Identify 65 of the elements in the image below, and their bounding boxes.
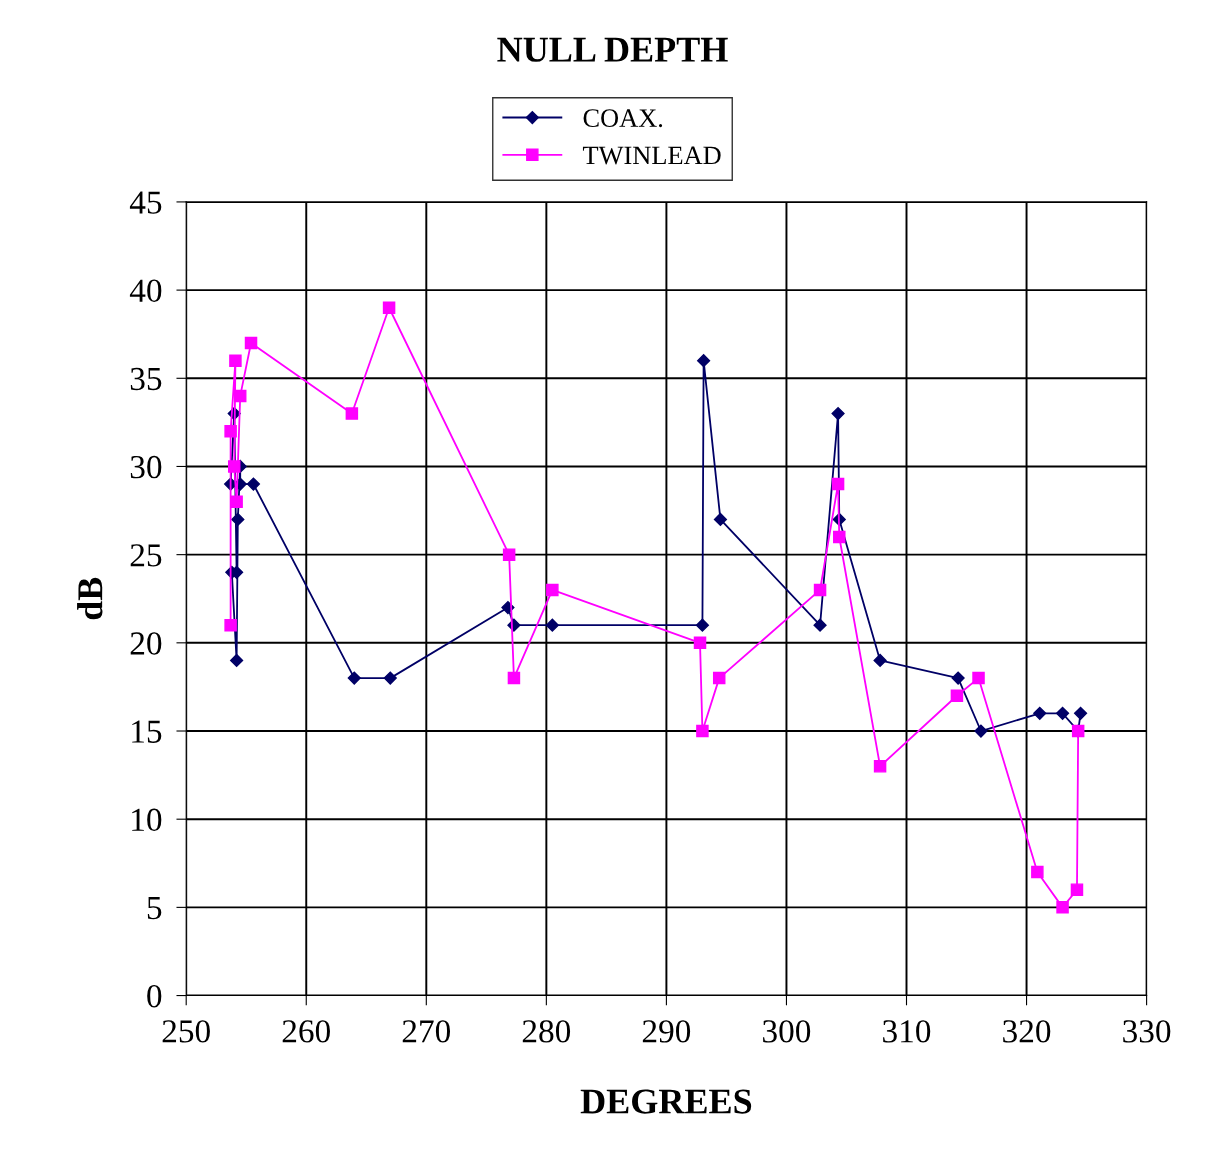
point bbox=[833, 530, 846, 544]
x-tick-label: 300 bbox=[763, 1020, 811, 1043]
point bbox=[230, 653, 244, 668]
point bbox=[693, 636, 707, 650]
y-tick-label: 45 bbox=[129, 191, 162, 214]
point bbox=[545, 618, 559, 632]
point bbox=[233, 389, 247, 403]
point bbox=[1073, 706, 1088, 720]
x-tick-label: 270 bbox=[402, 1020, 451, 1043]
y-tick-label: 5 bbox=[147, 897, 162, 920]
point bbox=[507, 671, 521, 685]
point bbox=[951, 671, 965, 685]
point bbox=[813, 583, 827, 597]
point bbox=[712, 671, 726, 685]
point bbox=[1056, 901, 1069, 914]
y-tick-label: 15 bbox=[132, 720, 162, 743]
point bbox=[246, 477, 261, 491]
chart-title: NULL DEPTH bbox=[497, 37, 728, 62]
x-axis-title: DEGREES bbox=[580, 1089, 752, 1114]
y-tick-label: 30 bbox=[130, 455, 162, 479]
y-tick-label: 40 bbox=[129, 279, 162, 302]
point bbox=[230, 495, 243, 508]
y-axis-title: dB bbox=[77, 577, 103, 620]
legend-label: COAX. bbox=[583, 109, 663, 128]
point bbox=[502, 548, 516, 561]
point bbox=[873, 653, 887, 668]
point bbox=[1055, 706, 1070, 720]
point bbox=[347, 671, 361, 685]
point bbox=[224, 424, 237, 438]
y-tick-label: 0 bbox=[147, 984, 162, 1008]
x-tick-label: 320 bbox=[1003, 1020, 1051, 1043]
point bbox=[831, 477, 845, 491]
point bbox=[873, 760, 887, 773]
point bbox=[546, 583, 559, 597]
x-tick-label: 260 bbox=[282, 1020, 330, 1043]
point bbox=[813, 618, 827, 632]
point bbox=[713, 512, 728, 526]
point bbox=[1031, 865, 1044, 879]
point bbox=[1033, 706, 1047, 720]
point bbox=[974, 724, 988, 738]
point bbox=[382, 301, 396, 314]
point bbox=[696, 724, 709, 738]
point bbox=[950, 689, 964, 702]
x-tick-label: 250 bbox=[162, 1020, 210, 1043]
point bbox=[229, 354, 242, 367]
y-tick-label: 35 bbox=[130, 367, 162, 391]
y-tick-label: 10 bbox=[132, 808, 162, 832]
point bbox=[231, 512, 245, 526]
y-tick-label: 25 bbox=[130, 544, 162, 567]
x-tick-label: 310 bbox=[883, 1020, 931, 1043]
point bbox=[244, 336, 258, 350]
point bbox=[383, 671, 397, 685]
legend-label: TWINLEAD bbox=[582, 146, 721, 165]
point bbox=[697, 354, 711, 368]
y-tick-label: 20 bbox=[130, 632, 162, 655]
point bbox=[227, 460, 241, 473]
point bbox=[345, 407, 359, 420]
point bbox=[224, 618, 237, 632]
point bbox=[972, 671, 985, 685]
point bbox=[1070, 883, 1084, 896]
x-tick-label: 290 bbox=[642, 1020, 691, 1043]
point bbox=[831, 406, 845, 421]
x-tick-label: 330 bbox=[1123, 1020, 1171, 1043]
point bbox=[695, 618, 710, 632]
x-tick-label: 280 bbox=[522, 1020, 571, 1043]
